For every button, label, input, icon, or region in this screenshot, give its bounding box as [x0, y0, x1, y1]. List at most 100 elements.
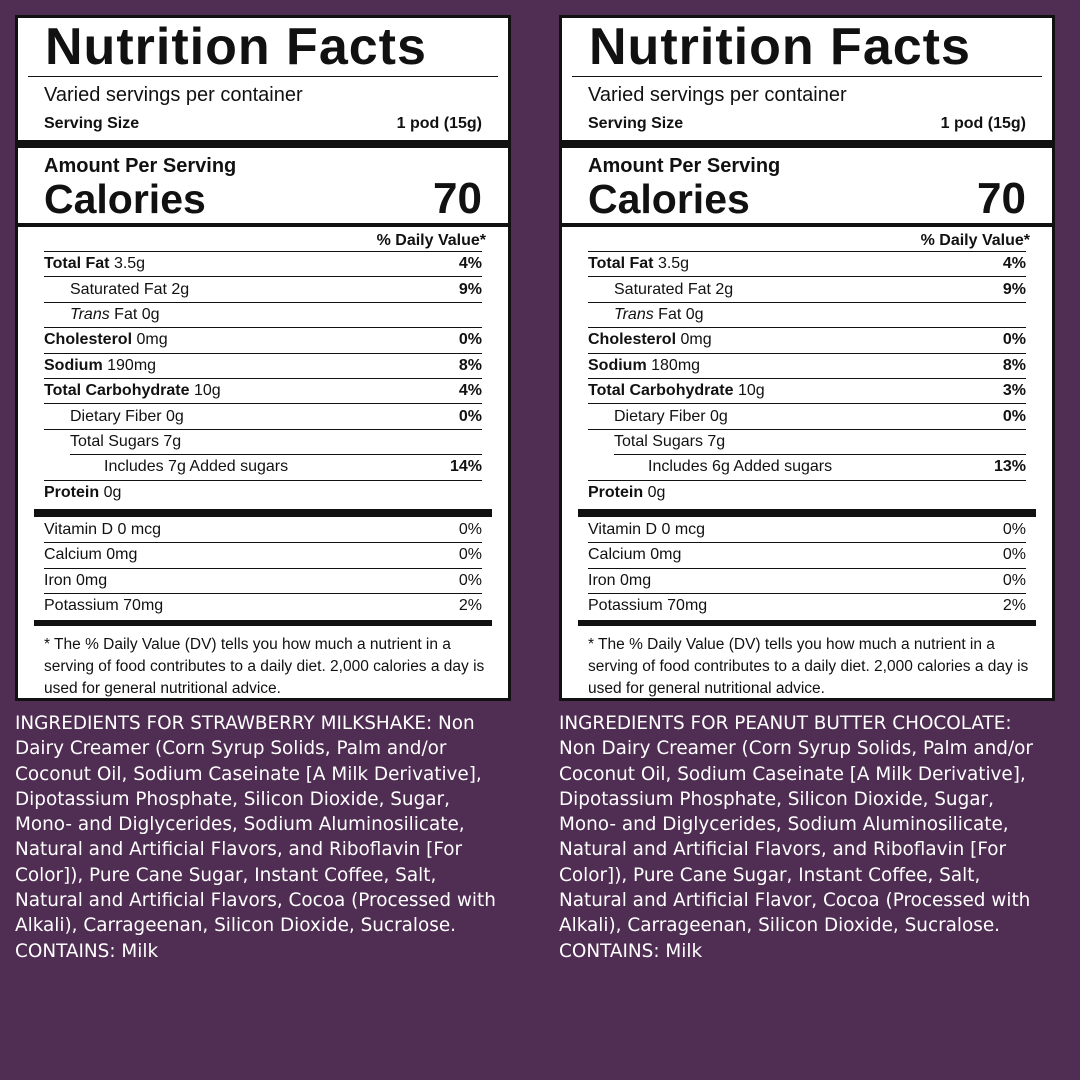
nutrient-row-total-fat: Total Fat 3.5g 4%	[588, 251, 1026, 276]
nutrient-dv: 8%	[458, 356, 482, 374]
vitamin-dv: 0%	[1002, 546, 1026, 564]
nutrient-amount: 0g	[647, 483, 666, 501]
nutrient-dv: 0%	[1002, 331, 1026, 349]
amount-per-serving: Amount Per Serving	[44, 155, 237, 177]
vitamin-name: Potassium 70mg	[588, 597, 708, 615]
vitamin-name: Iron 0mg	[588, 571, 652, 589]
nutrition-panel-strawberry: Nutrition Facts Varied servings per cont…	[15, 15, 511, 964]
nutrient-name: Total Sugars 7g	[70, 432, 182, 450]
nutrient-amount: Fat 0g	[114, 305, 160, 323]
nutrient-dv: 13%	[993, 458, 1026, 476]
vitamin-name: Calcium 0mg	[44, 546, 138, 564]
serving-size-label: Serving Size	[44, 115, 140, 132]
nutrient-name: Sodium	[588, 356, 647, 374]
nutrient-dv: 9%	[1002, 280, 1026, 298]
vitamin-dv: 0%	[458, 571, 482, 589]
nutrient-row-total-sugars: Total Sugars 7g	[588, 428, 1026, 454]
nutrient-row-trans-fat: Trans Fat 0g	[588, 301, 1026, 327]
nutrient-name: Includes 6g Added sugars	[648, 458, 833, 476]
nutrient-row-sodium: Sodium 190mg 8%	[44, 352, 482, 378]
calories-value: 70	[977, 174, 1026, 223]
nutrient-name: Total Fat	[44, 255, 110, 273]
vitamin-dv: 0%	[1002, 571, 1026, 589]
divider-heavy	[578, 508, 1036, 517]
serving-size-row: Serving Size 1 pod (15g)	[44, 113, 482, 135]
nutrient-row-cholesterol: Cholesterol 0mg 0%	[44, 327, 482, 352]
nutrient-dv: 4%	[1002, 255, 1026, 273]
nutrient-name: Saturated Fat 2g	[70, 280, 190, 298]
nutrient-name: Total Carbohydrate	[44, 382, 190, 400]
vitamin-row-potassium: Potassium 70mg 2%	[588, 593, 1026, 618]
nutrient-dv: 3%	[1002, 382, 1026, 400]
divider-footnote	[578, 620, 1036, 627]
nutrient-row-total-carbohydrate: Total Carbohydrate 10g 3%	[588, 377, 1026, 403]
servings-per-container: Varied servings per container	[588, 84, 847, 106]
nutrient-dv: 0%	[458, 331, 482, 349]
divider-medium	[18, 223, 508, 227]
nutrient-name: Cholesterol	[588, 331, 677, 349]
nutrient-name: Cholesterol	[44, 331, 133, 349]
vitamin-dv: 2%	[458, 597, 482, 615]
nutrient-name: Protein	[44, 483, 100, 501]
nutrient-name: Includes 7g Added sugars	[104, 458, 289, 476]
divider-medium	[562, 223, 1052, 227]
ingredients-text: INGREDIENTS FOR PEANUT BUTTER CHOCOLATE:…	[559, 713, 1033, 962]
nutrient-name: Trans	[614, 305, 654, 323]
nutrient-row-total-carbohydrate: Total Carbohydrate 10g 4%	[44, 377, 482, 403]
amount-per-serving: Amount Per Serving	[588, 155, 781, 177]
nutrition-panel-peanut-butter-chocolate: Nutrition Facts Varied servings per cont…	[559, 15, 1055, 964]
serving-size-row: Serving Size 1 pod (15g)	[588, 113, 1026, 135]
calories-row: Calories 70	[588, 174, 1026, 223]
nutrient-dv: 8%	[1002, 356, 1026, 374]
nutrient-row-trans-fat: Trans Fat 0g	[44, 301, 482, 327]
nutrient-amount: 3.5g	[113, 255, 146, 273]
calories-label: Calories	[44, 176, 206, 222]
vitamin-row-vitamin-d: Vitamin D 0 mcg 0%	[44, 517, 482, 542]
daily-value-footnote: * The % Daily Value (DV) tells you how m…	[588, 636, 1029, 698]
label-title: Nutrition Facts	[589, 18, 971, 76]
nutrient-amount: 0mg	[136, 331, 168, 349]
nutrient-amount: 10g	[193, 382, 221, 400]
serving-size-value: 1 pod (15g)	[396, 115, 482, 132]
nutrient-name: Total Fat	[588, 255, 654, 273]
nutrient-dv: 4%	[458, 382, 482, 400]
vitamin-row-iron: Iron 0mg 0%	[44, 567, 482, 593]
vitamin-dv: 0%	[1002, 520, 1026, 538]
vitamin-row-calcium: Calcium 0mg 0%	[44, 542, 482, 567]
nutrient-row-protein: Protein 0g	[588, 479, 1026, 505]
nutrient-row-dietary-fiber: Dietary Fiber 0g 0%	[588, 403, 1026, 428]
nutrient-name: Protein	[588, 483, 644, 501]
nutrient-row-added-sugars: Includes 6g Added sugars 13%	[614, 454, 1026, 479]
vitamin-name: Calcium 0mg	[588, 546, 682, 564]
vitamin-row-calcium: Calcium 0mg 0%	[588, 542, 1026, 567]
nutrient-row-dietary-fiber: Dietary Fiber 0g 0%	[44, 403, 482, 428]
divider-thick	[18, 140, 508, 148]
vitamin-dv: 0%	[458, 520, 482, 538]
nutrient-dv: 0%	[458, 407, 482, 425]
daily-value-header: % Daily Value*	[376, 232, 486, 249]
serving-size-label: Serving Size	[588, 115, 684, 132]
vitamin-name: Potassium 70mg	[44, 597, 164, 615]
vitamin-name: Iron 0mg	[44, 571, 108, 589]
nutrient-dv: 14%	[449, 458, 482, 476]
vitamin-name: Vitamin D 0 mcg	[44, 520, 162, 538]
divider	[28, 76, 498, 77]
daily-value-footnote: * The % Daily Value (DV) tells you how m…	[44, 636, 485, 698]
calories-value: 70	[433, 174, 482, 223]
nutrient-row-saturated-fat: Saturated Fat 2g 9%	[44, 276, 482, 301]
nutrient-amount: 0mg	[680, 331, 712, 349]
nutrient-name: Trans	[70, 305, 110, 323]
vitamin-row-potassium: Potassium 70mg 2%	[44, 593, 482, 618]
divider-thick	[562, 140, 1052, 148]
nutrient-row-total-sugars: Total Sugars 7g	[44, 428, 482, 454]
nutrient-name: Total Sugars 7g	[614, 432, 726, 450]
nutrient-amount: 0g	[103, 483, 122, 501]
nutrient-row-added-sugars: Includes 7g Added sugars 14%	[70, 454, 482, 479]
divider-footnote	[34, 620, 492, 627]
divider	[572, 76, 1042, 77]
nutrient-row-sodium: Sodium 180mg 8%	[588, 352, 1026, 378]
nutrient-dv: 9%	[458, 280, 482, 298]
nutrient-row-total-fat: Total Fat 3.5g 4%	[44, 251, 482, 276]
nutrient-amount: 10g	[737, 382, 765, 400]
nutrient-name: Saturated Fat 2g	[614, 280, 734, 298]
